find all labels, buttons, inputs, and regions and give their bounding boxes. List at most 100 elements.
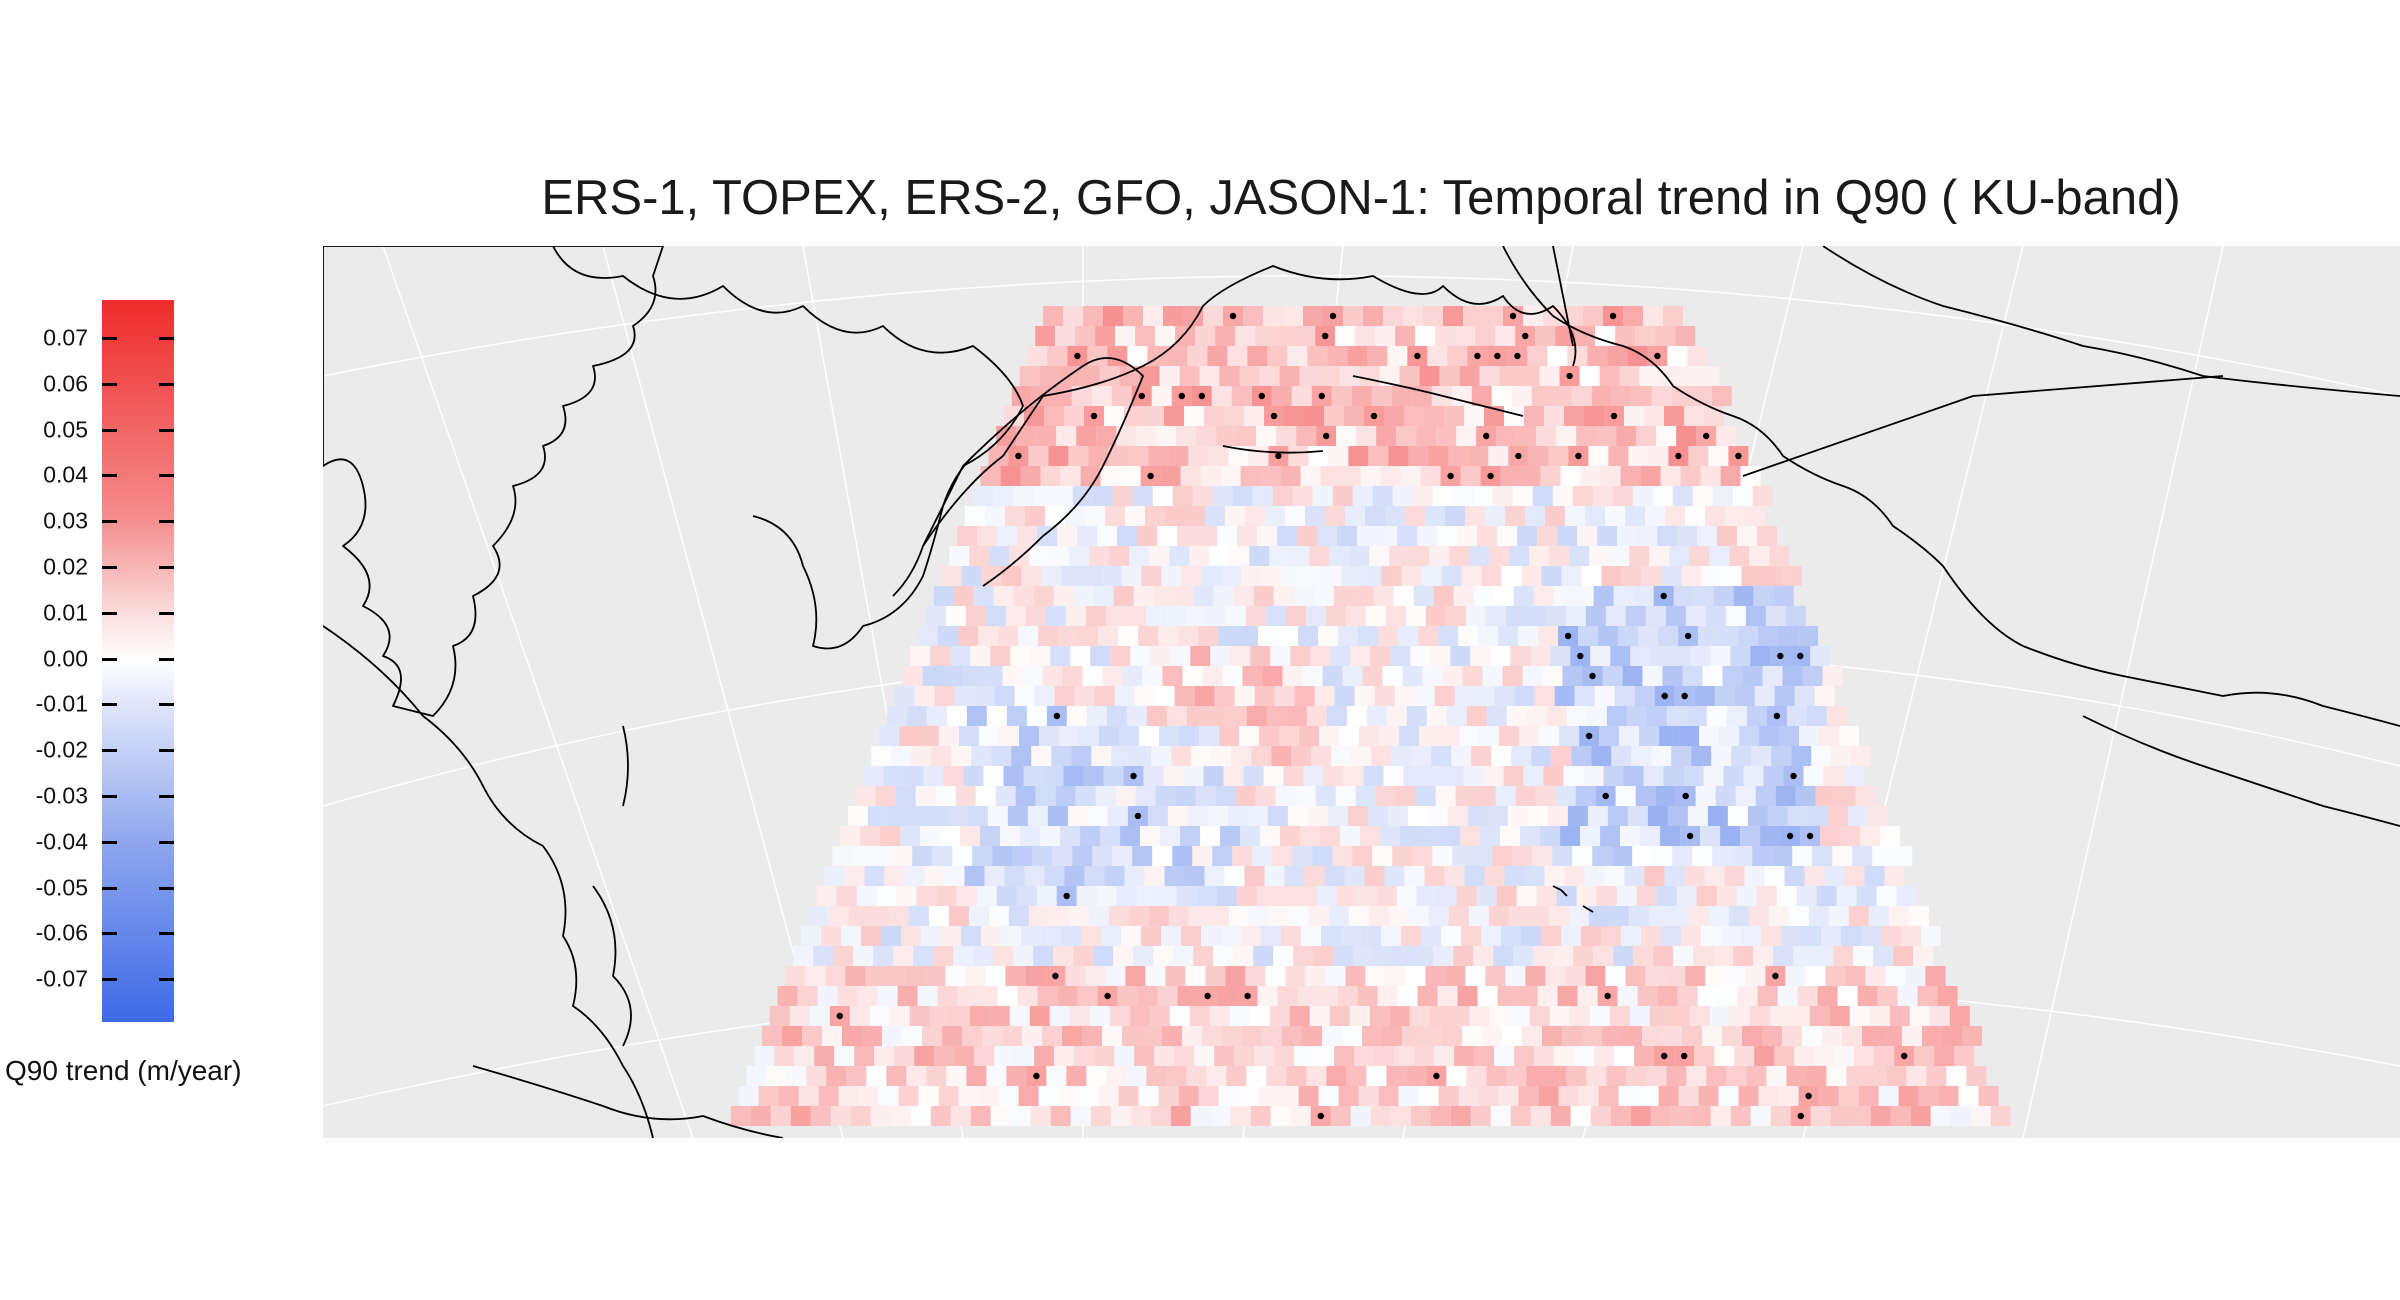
trend-cell [1488,906,1509,926]
trend-cell [1579,366,1600,386]
trend-cell [1432,846,1453,866]
trend-cell [1593,946,1614,966]
trend-cell [1180,826,1201,846]
trend-cell [1119,366,1140,386]
trend-cell [880,826,901,846]
trend-cell [1419,366,1440,386]
trend-cell [1842,1026,1862,1046]
trend-cell [1158,626,1179,646]
trend-cell [1222,1026,1242,1046]
trend-cell [1047,346,1068,366]
trend-cell [982,666,1003,686]
trend-cell [1111,386,1132,406]
trend-cell [1451,386,1472,406]
trend-cell [1449,1006,1470,1026]
trend-cell [1087,806,1108,826]
trend-cell [1081,926,1101,946]
trend-cell [1103,306,1123,326]
trend-cell [1468,906,1489,926]
colorbar [102,300,174,1022]
trend-cell [1693,946,1714,966]
trend-cell [1240,826,1261,846]
trend-cell [1221,926,1241,946]
trend-cell [1010,1106,1031,1126]
trend-cell [1053,586,1074,606]
significance-dot [1329,312,1337,320]
trend-cell [1445,506,1465,526]
trend-cell [1251,746,1272,766]
trend-cell [1323,766,1344,786]
trend-cell [1601,926,1621,946]
trend-cell [1557,526,1578,546]
significance-dot [1204,992,1211,1000]
trend-cell [1710,1106,1731,1126]
trend-cell [758,1086,779,1106]
trend-cell [1348,906,1369,926]
trend-cell [1762,666,1783,686]
trend-cell [1381,926,1401,946]
trend-cell [1258,626,1279,646]
trend-cell [1128,906,1149,926]
trend-cell [919,726,940,746]
trend-cell [1218,626,1239,646]
trend-cell [1164,406,1184,426]
trend-cell [1309,1006,1330,1026]
trend-cell [1057,526,1078,546]
trend-cell [1230,646,1251,666]
trend-cell [1699,726,1720,746]
trend-cell [1776,886,1797,906]
trend-cell [1625,506,1645,526]
trend-cell [1342,666,1363,686]
trend-cell [1573,586,1594,606]
trend-cell [1219,726,1240,746]
trend-cell [1523,766,1544,786]
trend-cell [1170,646,1191,666]
trend-cell [1398,1086,1419,1106]
trend-cell [1224,406,1244,426]
trend-cell [1051,746,1072,766]
trend-cell [1676,426,1697,446]
trend-cell [1705,506,1725,526]
trend-cell [1481,566,1502,586]
trend-cell [1807,806,1828,826]
trend-cell [1121,926,1141,946]
trend-cell [1256,426,1277,446]
trend-cell [1353,946,1374,966]
trend-cell [946,1066,967,1086]
trend-cell [963,766,984,786]
trend-cell [1030,646,1051,666]
trend-cell [834,1046,855,1066]
trend-cell [1248,446,1269,466]
trend-cell [1736,886,1757,906]
trend-cell [1766,1066,1787,1086]
trend-cell [1777,986,1798,1006]
trend-cell [1615,786,1636,806]
trend-cell [1148,906,1169,926]
trend-cell [1232,846,1253,866]
trend-cell [1757,986,1778,1006]
trend-cell [1459,726,1480,746]
trend-cell [973,586,994,606]
trend-cell [1649,1006,1670,1026]
trend-cell [1760,826,1781,846]
trend-cell [1770,1106,1791,1126]
trend-cell [1442,666,1463,686]
trend-cell [960,826,981,846]
trend-cell [1545,606,1566,626]
trend-cell [1228,446,1249,466]
trend-cell [1351,386,1372,406]
trend-cell [1133,946,1154,966]
trend-cell [1649,546,1670,566]
significance-dot [1682,792,1689,800]
trend-cell [1628,906,1649,926]
trend-cell [1480,826,1501,846]
trend-cell [1374,686,1395,706]
trend-cell [1411,746,1432,766]
trend-cell [1352,846,1373,866]
trend-cell [1344,866,1365,886]
trend-cell [1485,606,1506,626]
trend-cell [1340,466,1361,486]
trend-cell [878,1086,899,1106]
trend-cell [1788,906,1809,926]
trend-cell [1317,986,1338,1006]
